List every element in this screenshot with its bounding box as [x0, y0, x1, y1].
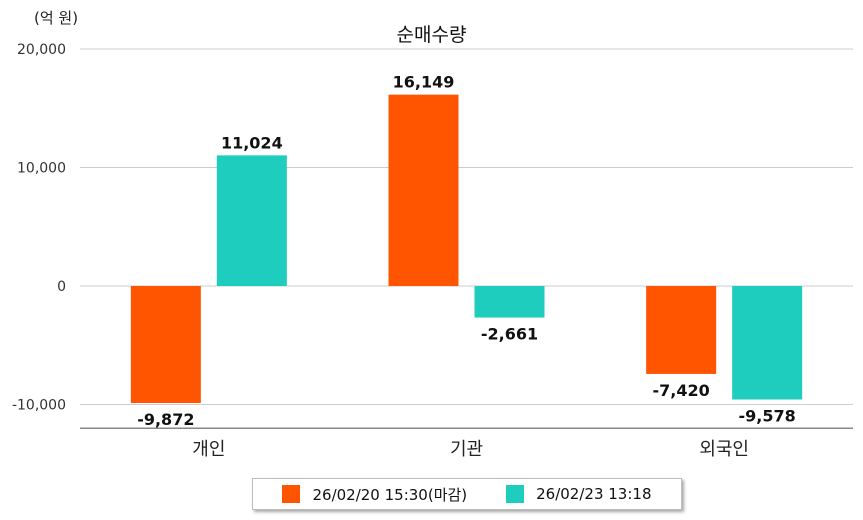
chart-title: 순매수량	[396, 24, 467, 46]
category-label: 기관	[450, 439, 483, 460]
data-label: -9,872	[137, 410, 194, 429]
legend-label-series-2: 26/02/23 13:18	[536, 485, 652, 503]
legend: 26/02/20 15:30(마감) 26/02/23 13:18	[252, 478, 682, 510]
y-tick-label: 0	[57, 279, 66, 295]
data-label: 11,024	[221, 133, 283, 152]
y-tick-label: 20,000	[17, 42, 66, 58]
data-label: 16,149	[393, 73, 455, 92]
data-label: -7,420	[653, 381, 710, 400]
legend-item-series-1[interactable]: 26/02/20 15:30(마감)	[282, 484, 467, 505]
category-label: 외국인	[699, 439, 749, 460]
y-tick-label: 10,000	[17, 161, 66, 177]
bar	[130, 286, 201, 403]
bar	[388, 94, 459, 286]
data-label: -2,661	[481, 325, 538, 344]
bar	[216, 155, 287, 286]
bar	[732, 286, 803, 400]
bar	[646, 286, 717, 374]
y-tick-label: -10,000	[12, 398, 66, 414]
data-label: -9,578	[739, 406, 796, 425]
legend-item-series-2[interactable]: 26/02/23 13:18	[506, 485, 652, 503]
unit-label: (억 원)	[34, 9, 79, 27]
bar	[474, 286, 545, 318]
bar-chart: 20,000 10,000 0 -10,000 -9,872 11,024 개인 16,149…	[12, 42, 853, 460]
legend-swatch-series-1	[282, 485, 301, 503]
category-label: 개인	[192, 439, 225, 460]
legend-swatch-series-2	[506, 485, 525, 503]
legend-label-series-1: 26/02/20 15:30(마감)	[312, 485, 468, 504]
